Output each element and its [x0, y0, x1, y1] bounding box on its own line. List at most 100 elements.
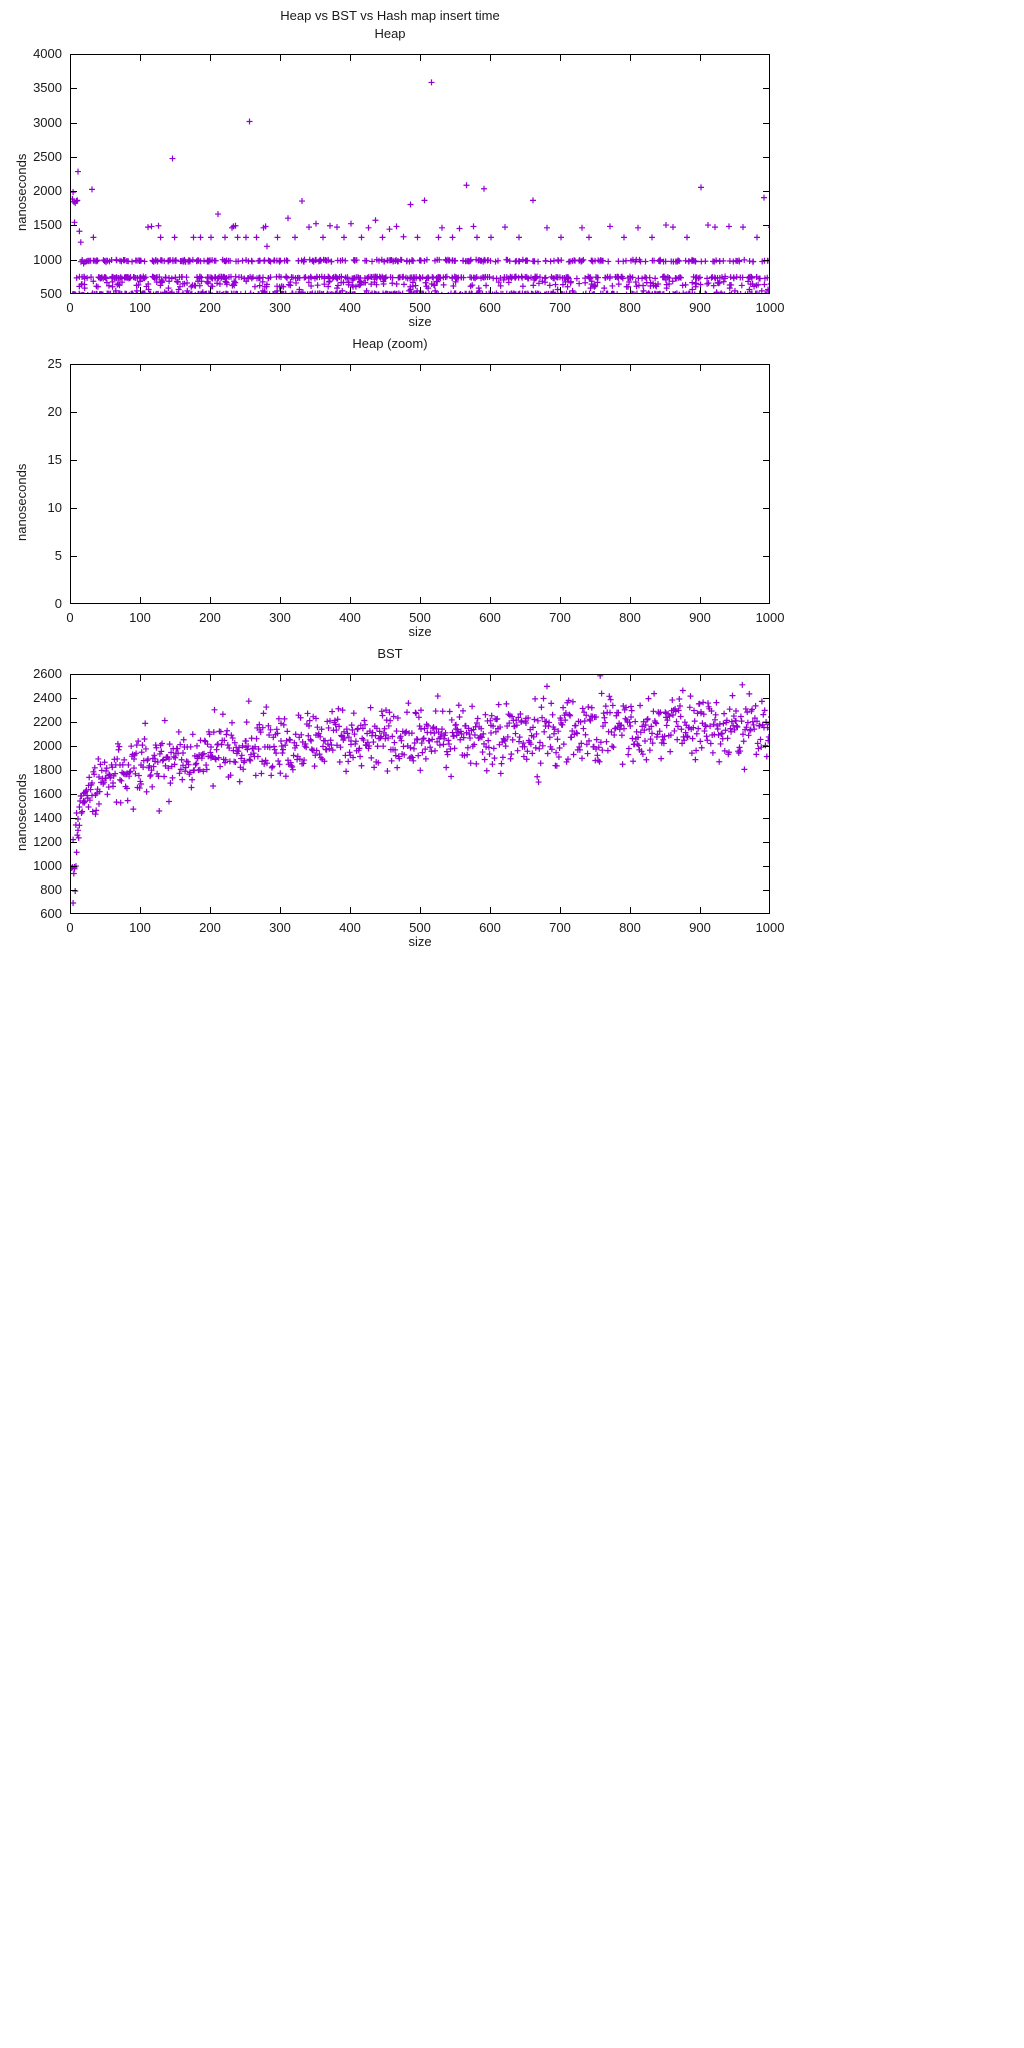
panel-heap-ytick-right — [763, 88, 770, 90]
panel-heap-ytick-right — [763, 156, 770, 158]
panel-heap-xtick-label: 900 — [689, 300, 711, 315]
panel-bst-xtick-top — [210, 674, 211, 681]
panel-bst-xtick-label: 900 — [689, 920, 711, 935]
panel-heap-zoom-xtick — [210, 597, 211, 604]
panel-bst-ytick — [70, 818, 77, 819]
panel-bst-xtick — [280, 907, 281, 914]
panel-bst-xtick-top — [490, 674, 491, 681]
panel-heap-ytick — [70, 191, 77, 193]
panel-heap-zoom-xtick-label: 900 — [689, 610, 711, 625]
panel-heap-ytick — [70, 225, 77, 227]
panel-heap-zoom-xtick-top — [490, 364, 491, 371]
panel-heap-zoom-ytick-right — [763, 556, 770, 557]
panel-bst-xtick-label: 500 — [409, 920, 431, 935]
panel-bst-title: BST — [377, 646, 403, 661]
panel-heap-xtick — [630, 287, 631, 294]
panel-heap-xtick — [210, 287, 211, 294]
panel-heap-ytick — [70, 122, 77, 124]
panel-heap-xtick-label: 1000 — [755, 300, 785, 315]
panel-bst-xtick-label: 800 — [619, 920, 641, 935]
panel-bst-ytick-label: 1400 — [33, 810, 62, 825]
panel-heap-zoom-xtick-top — [350, 364, 351, 371]
panel-bst-ytick — [70, 722, 77, 723]
panel-bst-xtick — [420, 907, 421, 914]
panel-heap-ytick-label: 1000 — [33, 251, 62, 267]
panel-bst-xtick-top — [280, 674, 281, 681]
panel-heap-zoom-xtick-label: 1000 — [755, 610, 785, 625]
panel-heap-xtick-label: 500 — [409, 300, 431, 315]
panel-heap-xtick-top — [490, 54, 491, 61]
panel-bst-ytick-label: 1600 — [33, 786, 62, 801]
panel-heap-zoom-ytick-label: 20 — [47, 404, 62, 419]
panel-bst-xtick-top — [560, 674, 561, 681]
panel-heap-zoom-title: Heap (zoom) — [352, 336, 428, 351]
panel-bst-xtick-top — [420, 674, 421, 681]
panel-heap-ytick-label: 2500 — [33, 148, 62, 164]
panel-bst-xtick-label: 600 — [479, 920, 501, 935]
panel-bst-xtick-top — [140, 674, 141, 681]
panel-heap-ytick-label: 1500 — [33, 217, 62, 233]
panel-bst-ytick-label: 2400 — [33, 690, 62, 705]
panel-heap-xtick — [420, 287, 421, 294]
panel-heap-zoom-ytick-label: 25 — [47, 356, 62, 371]
panel-heap-title: Heap — [374, 26, 406, 41]
panel-heap-xtick-top — [560, 54, 561, 61]
panel-heap-zoom-ytick-right — [763, 460, 770, 461]
panel-heap-xtick — [560, 287, 561, 294]
panel-bst-ytick — [70, 890, 77, 891]
panel-heap-zoom-xtick — [700, 597, 701, 604]
panel-heap-zoom-xtick-label: 400 — [339, 610, 361, 625]
panel-bst: BST nanoseconds size 600 800 1000 1200 1400 1… — [0, 646, 784, 949]
panel-heap-zoom-xtick-label: 300 — [269, 610, 291, 625]
panel-heap-zoom-xtick-label: 0 — [66, 610, 74, 625]
panel-heap-zoom-xtick-top — [420, 364, 421, 371]
panel-heap-zoom-xtick-label: 800 — [619, 610, 641, 625]
panel-heap-xtick-label: 400 — [339, 300, 361, 315]
panel-heap-zoom-xtick-top — [210, 364, 211, 371]
panel-heap-scatter — [71, 79, 769, 293]
panel-bst-xtick-label: 0 — [66, 920, 74, 935]
panel-bst-xtick — [630, 907, 631, 914]
panel-heap-xtick-label: 800 — [619, 300, 641, 315]
panel-bst-ytick-label: 2000 — [33, 738, 62, 753]
panel-heap-zoom-ytick — [70, 460, 77, 461]
panel-bst-scatter — [71, 675, 769, 906]
panel-heap-zoom-xtick-top — [560, 364, 561, 371]
panel-heap-ytick-label: 500 — [40, 286, 62, 301]
panel-heap-zoom-scatter — [71, 365, 770, 604]
panel-heap-xtick-top — [420, 54, 421, 61]
panel-bst-xtick-label: 200 — [199, 920, 221, 935]
panel-heap-zoom-xtick — [560, 597, 561, 604]
panel-bst-ytick — [70, 794, 77, 795]
panel-bst-ytick-label: 1000 — [33, 858, 62, 873]
panel-heap-zoom-ytick-label: 5 — [54, 548, 62, 563]
panel-heap-xtick-label: 0 — [66, 300, 74, 315]
panel-bst-ytick-label: 1200 — [33, 834, 62, 849]
panel-heap-zoom-xtick — [280, 597, 281, 604]
panel-heap-xtick-top — [700, 54, 701, 61]
panel-heap-xtick — [140, 287, 141, 294]
panel-bst-xtick-label: 100 — [129, 920, 151, 935]
panel-heap-zoom-xtick — [420, 597, 421, 604]
panel-bst-ytick — [70, 698, 77, 699]
panel-bst-xtick-top — [630, 674, 631, 681]
panel-heap-ytick-label: 4000 — [33, 46, 62, 61]
panel-heap-ytick — [70, 88, 77, 90]
panel-bst-xtick — [350, 907, 351, 914]
panel-bst-ytick-label: 2600 — [33, 666, 62, 681]
panel-heap-xtick-top — [140, 54, 141, 61]
panel-heap-xtick-label: 100 — [129, 300, 151, 315]
panel-bst-xtick-label: 1000 — [755, 920, 785, 935]
panel-bst-ytick — [70, 842, 77, 843]
panel-heap-zoom-xtick-label: 200 — [199, 610, 221, 625]
panel-heap-zoom-xtick — [630, 597, 631, 604]
panel-heap-ytick — [70, 259, 77, 261]
panel-heap-zoom-ytick — [70, 412, 77, 413]
panel-bst-ytick — [70, 770, 77, 771]
panel-heap-zoom-ytick-label: 15 — [47, 452, 62, 467]
panel-heap: Heap nanoseconds size 500 1000 1500 2000 250… — [0, 26, 784, 329]
panel-heap-ytick-right — [763, 122, 770, 124]
panel-bst-xtick — [490, 907, 491, 914]
panel-bst-ytick-label: 600 — [40, 906, 62, 921]
panel-heap-xtick — [490, 287, 491, 294]
